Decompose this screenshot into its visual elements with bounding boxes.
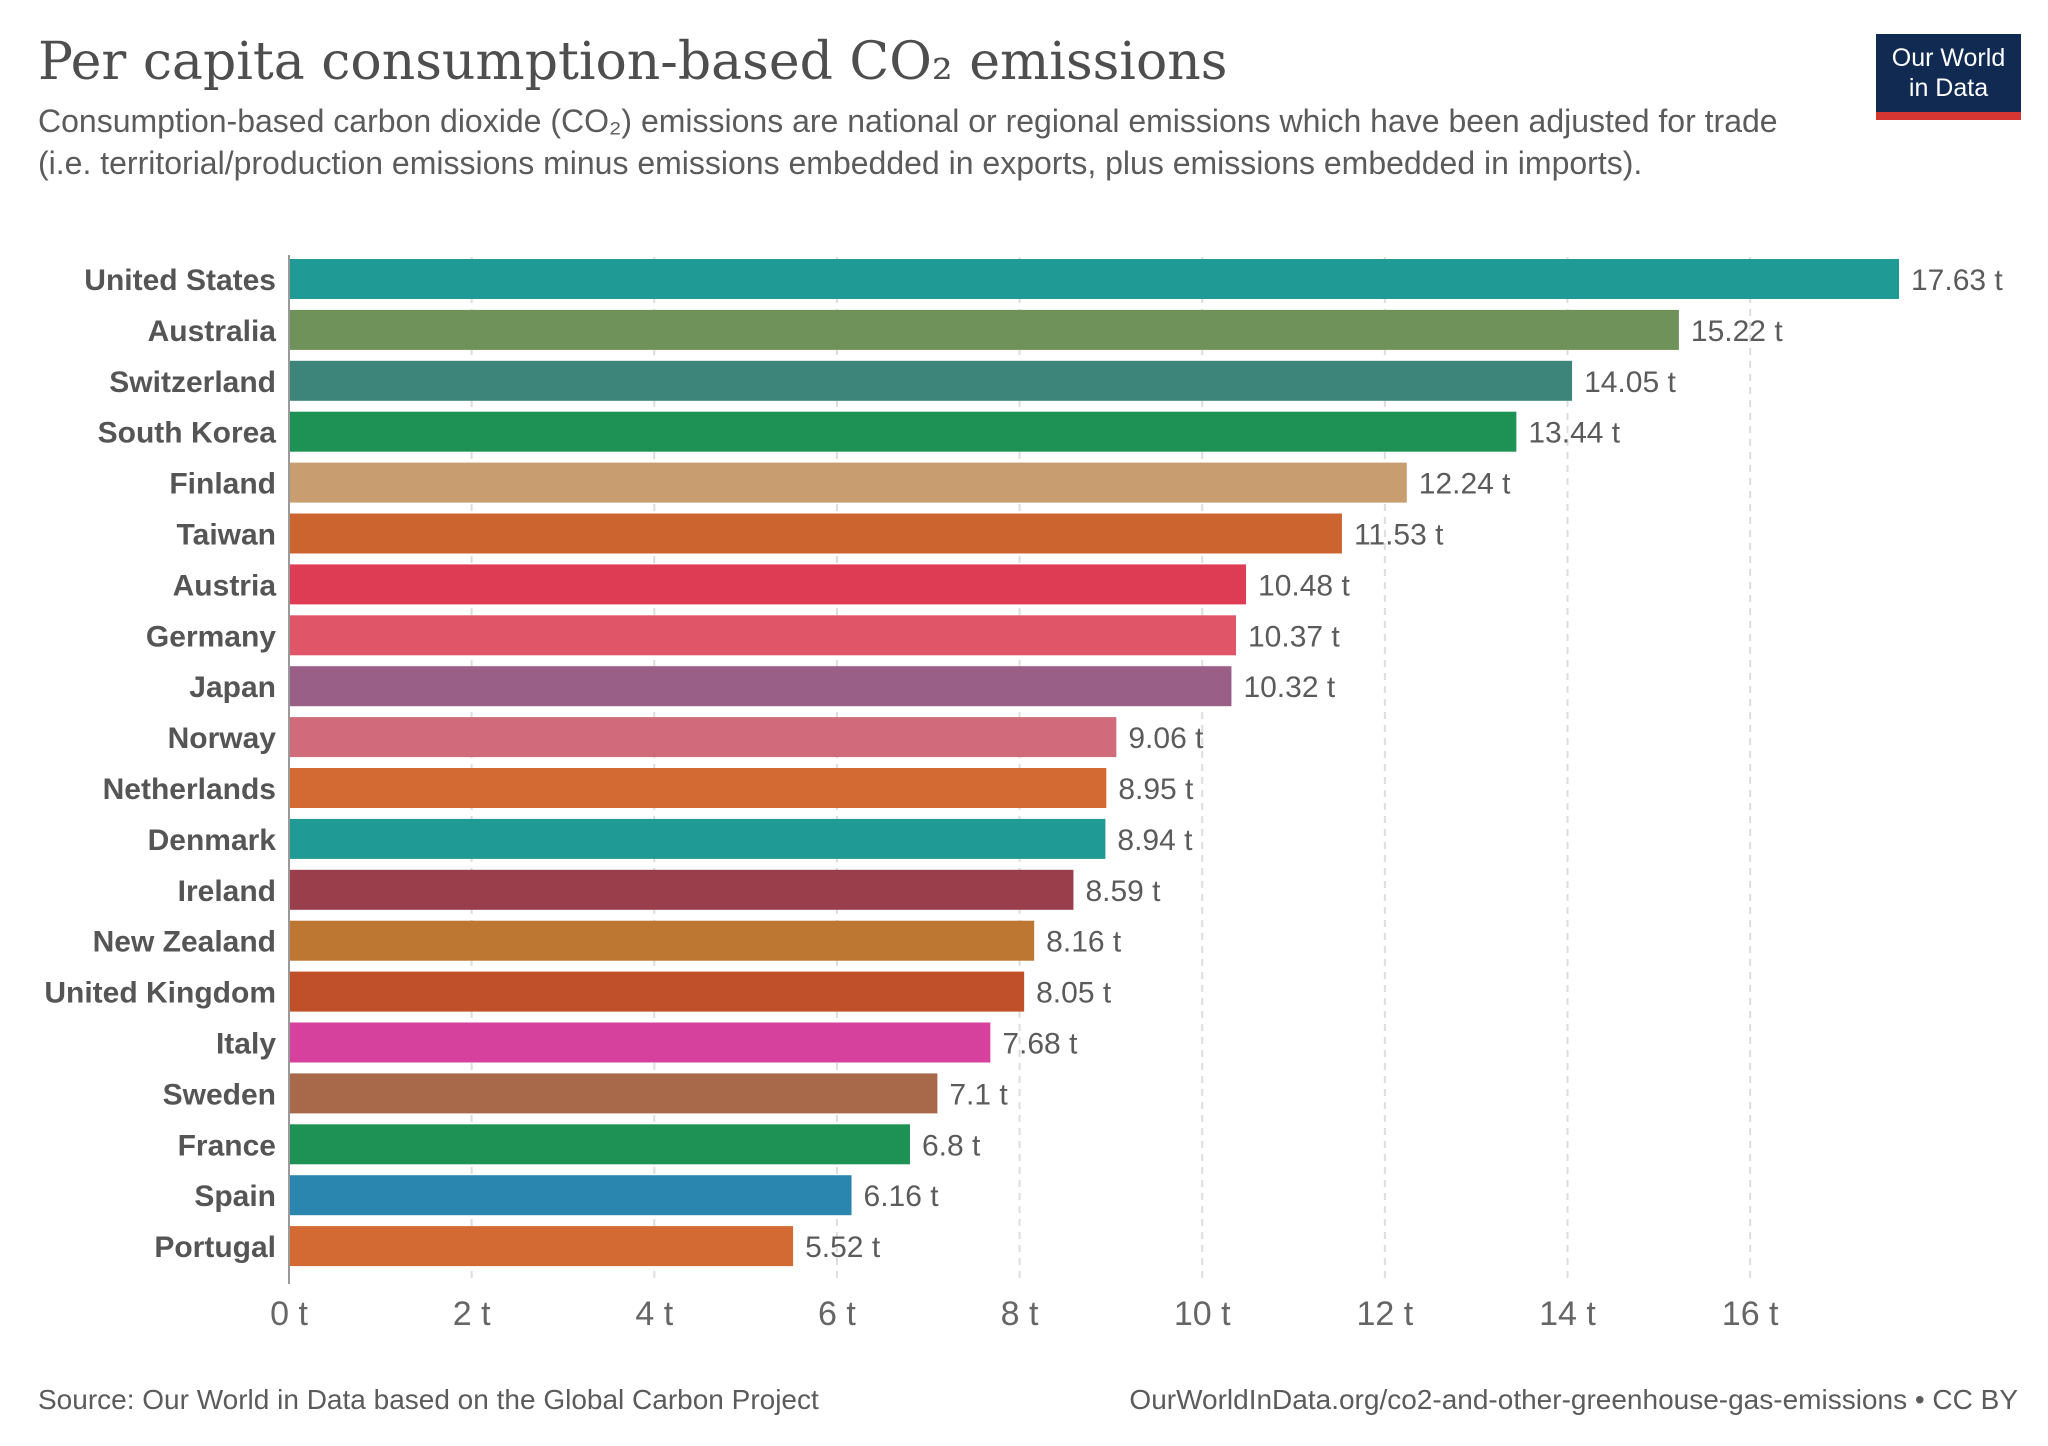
value-label: 6.16 t <box>864 1180 940 1213</box>
value-label: 7.68 t <box>1002 1028 1078 1061</box>
category-label: South Korea <box>98 417 277 450</box>
value-label: 8.05 t <box>1036 977 1112 1010</box>
bar[interactable] <box>289 971 1025 1012</box>
category-label: Ireland <box>178 875 276 908</box>
value-label: 8.95 t <box>1118 773 1194 806</box>
bar[interactable] <box>289 717 1117 758</box>
category-label: Portugal <box>154 1231 276 1264</box>
bar[interactable] <box>289 1073 938 1114</box>
x-tick-label: 16 t <box>1722 1295 1779 1333</box>
value-label: 9.06 t <box>1128 722 1204 755</box>
x-tick-label: 12 t <box>1357 1295 1414 1333</box>
bar[interactable] <box>289 259 1899 299</box>
bar[interactable] <box>289 309 1679 350</box>
value-label: 10.48 t <box>1258 569 1350 602</box>
bar[interactable] <box>289 360 1573 401</box>
value-label: 6.8 t <box>922 1129 981 1162</box>
category-label: Denmark <box>148 824 277 857</box>
bar[interactable] <box>289 768 1107 808</box>
category-label: Taiwan <box>177 519 276 552</box>
bar[interactable] <box>289 1124 910 1165</box>
value-label: 10.32 t <box>1243 671 1335 704</box>
owid-logo[interactable]: Our World in Data <box>1876 34 2021 120</box>
category-label: Australia <box>148 315 277 348</box>
value-label: 8.16 t <box>1046 926 1122 959</box>
x-tick-label: 10 t <box>1174 1295 1231 1333</box>
source-url[interactable]: OurWorldInData.org/co2-and-other-greenho… <box>1129 1384 2018 1415</box>
category-label: New Zealand <box>93 926 276 959</box>
logo-line-2: in Data <box>1908 74 1989 102</box>
value-label: 17.63 t <box>1911 264 2003 297</box>
source-note: Source: Our World in Data based on the G… <box>38 1384 819 1415</box>
category-label: Netherlands <box>103 773 276 806</box>
chart-subtitle: Consumption-based carbon dioxide (CO₂) e… <box>38 103 1778 181</box>
x-tick-label: 0 t <box>270 1295 308 1333</box>
x-tick-label: 6 t <box>818 1295 856 1333</box>
bar[interactable] <box>289 513 1342 554</box>
value-label: 10.37 t <box>1248 620 1340 653</box>
value-label: 11.53 t <box>1354 519 1444 552</box>
category-label: Austria <box>173 569 277 602</box>
category-label: Sweden <box>163 1078 276 1111</box>
x-tick-label: 8 t <box>1001 1295 1039 1333</box>
bar[interactable] <box>289 869 1074 910</box>
chart-title: Per capita consumption-based CO₂ emissio… <box>38 32 1228 92</box>
bar[interactable] <box>289 666 1232 707</box>
value-label: 13.44 t <box>1528 417 1620 450</box>
category-label: Italy <box>216 1028 276 1061</box>
bar[interactable] <box>289 564 1247 605</box>
value-label: 8.59 t <box>1085 875 1161 908</box>
logo-line-1: Our World <box>1891 44 2006 72</box>
bar[interactable] <box>289 818 1106 859</box>
bar[interactable] <box>289 920 1035 961</box>
category-label: Finland <box>169 468 276 501</box>
x-tick-label: 4 t <box>635 1295 673 1333</box>
bar[interactable] <box>289 1175 852 1216</box>
category-label: United Kingdom <box>44 977 276 1010</box>
value-label: 7.1 t <box>949 1078 1008 1111</box>
value-label: 15.22 t <box>1691 315 1783 348</box>
bar[interactable] <box>289 462 1407 503</box>
value-label: 12.24 t <box>1419 468 1511 501</box>
value-label: 14.05 t <box>1584 366 1676 399</box>
bar[interactable] <box>289 1022 991 1063</box>
category-label: Norway <box>168 722 277 755</box>
bar[interactable] <box>289 1226 794 1267</box>
value-label: 5.52 t <box>805 1231 881 1264</box>
category-label: Japan <box>189 671 276 704</box>
category-label: Spain <box>194 1180 276 1213</box>
x-tick-label: 14 t <box>1539 1295 1596 1333</box>
category-label: United States <box>84 264 276 297</box>
bar[interactable] <box>289 615 1237 656</box>
category-label: France <box>178 1129 276 1162</box>
value-label: 8.94 t <box>1117 824 1193 857</box>
bar[interactable] <box>289 411 1517 452</box>
x-tick-label: 2 t <box>453 1295 491 1333</box>
category-label: Switzerland <box>109 366 276 399</box>
category-label: Germany <box>146 620 276 653</box>
